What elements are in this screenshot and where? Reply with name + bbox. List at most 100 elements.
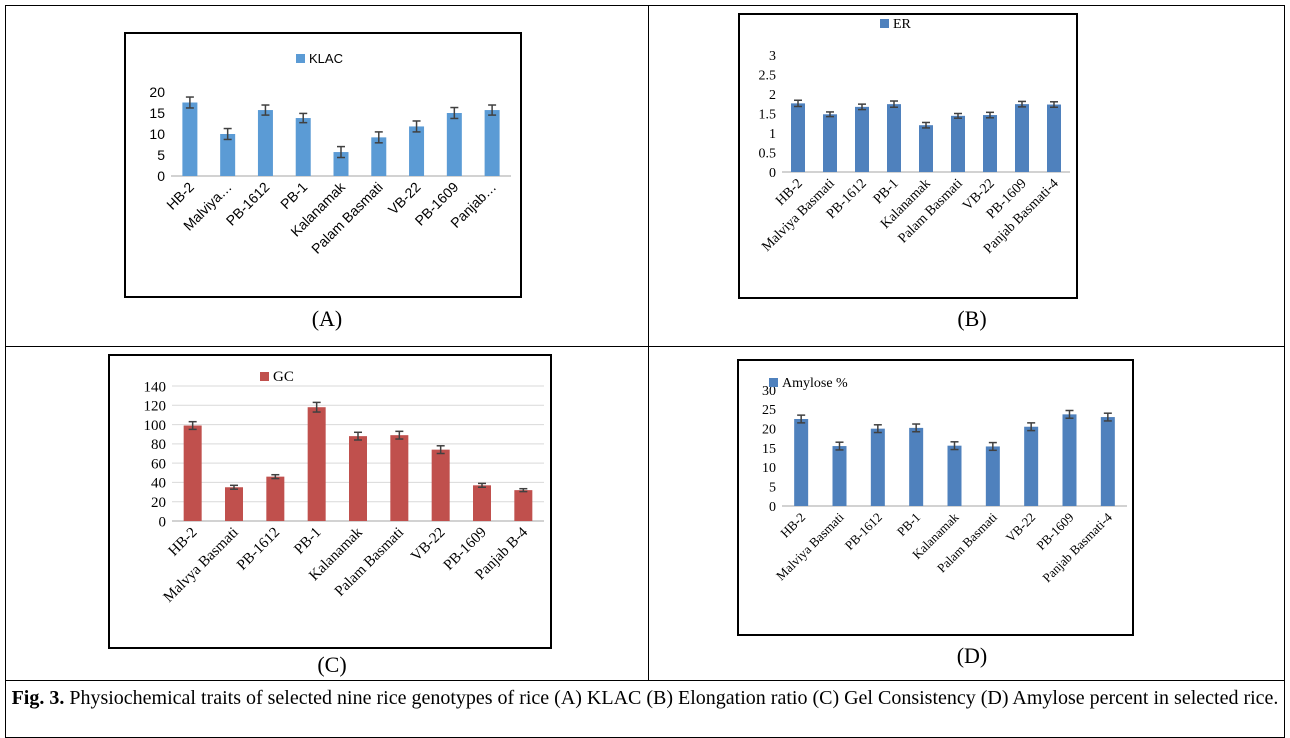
x-tick-label: PB-1612: [842, 510, 885, 553]
vertical-divider: [648, 5, 649, 681]
error-bar: [312, 401, 321, 413]
y-tick-label: 0: [157, 168, 165, 184]
y-tick-label: 5: [769, 481, 776, 496]
legend: KLAC: [296, 51, 343, 66]
bar: [220, 134, 236, 176]
y-tick-label: 15: [762, 442, 776, 457]
error-bar: [488, 104, 497, 116]
legend-label: GC: [273, 369, 294, 385]
bar: [295, 118, 311, 176]
x-tick-label: PB-1612: [234, 525, 283, 574]
y-tick-label: 2.5: [759, 68, 777, 83]
x-tick-label: HB-2: [166, 525, 201, 560]
y-tick-label: 100: [144, 418, 167, 434]
error-bar: [450, 106, 459, 120]
error-bar: [1103, 412, 1112, 422]
figure-caption: Fig. 3. Physiochemical traits of selecte…: [10, 686, 1280, 710]
error-bar: [299, 112, 308, 124]
chart-b-box: 0 0.5 1 1.5 2 2.5 3 HB-2 Malviya Basmati PB-1612 P…: [738, 13, 1078, 299]
y-tick-label: 0: [769, 166, 776, 181]
caption-divider: [5, 680, 1285, 681]
x-tick-label: PB-1: [277, 179, 310, 212]
bar: [431, 449, 450, 521]
legend-label: KLAC: [309, 51, 343, 66]
error-bar: [826, 111, 834, 118]
bar: [1047, 104, 1061, 172]
error-bar: [271, 473, 280, 480]
x-tick-label: VB-22: [1003, 510, 1039, 546]
error-bar: [950, 441, 959, 451]
legend-swatch: [296, 54, 305, 63]
bar: [225, 487, 243, 521]
error-bar: [230, 484, 238, 490]
error-bar: [986, 111, 994, 119]
y-tick-label: 5: [157, 147, 165, 163]
bar: [183, 425, 202, 521]
y-tick-label: 30: [762, 384, 776, 399]
error-bar: [890, 100, 898, 109]
legend-label: Amylose %: [782, 376, 848, 391]
caption-text: Physiochemical traits of selected nine r…: [64, 687, 1279, 709]
error-bar: [794, 99, 802, 108]
error-bar: [1065, 409, 1074, 419]
legend: ER: [880, 17, 912, 32]
y-tick-label: 20: [151, 495, 166, 511]
error-bar: [954, 112, 962, 119]
error-bar: [1018, 100, 1026, 108]
chart-a-box: 0 5 10 15 20 HB-2 Malviya… PB-1612 PB-1 Kalanamak…: [124, 32, 522, 298]
bar: [794, 419, 809, 506]
bar: [390, 435, 409, 521]
bar: [484, 110, 500, 176]
bar: [909, 427, 924, 506]
bar: [473, 485, 491, 521]
y-tick-label: 120: [144, 399, 167, 415]
y-tick-label: 3: [769, 49, 776, 64]
x-tick-label: HB-2: [163, 179, 197, 213]
bar: [1062, 414, 1077, 506]
legend-label: ER: [893, 17, 912, 32]
y-tick-label: 2: [769, 88, 776, 103]
y-tick-label: 20: [762, 423, 776, 438]
bar: [947, 445, 962, 506]
bar: [951, 115, 965, 172]
y-tick-label: 0.5: [759, 146, 777, 161]
bar: [514, 490, 533, 521]
error-bar: [1027, 422, 1036, 432]
error-bar: [412, 120, 421, 133]
error-bar: [519, 487, 528, 493]
bar: [823, 114, 837, 172]
bar: [266, 476, 285, 521]
error-bar: [395, 430, 404, 440]
error-bar: [223, 127, 232, 141]
y-tick-label: 0: [769, 500, 776, 515]
error-bar: [922, 121, 930, 129]
legend: GC: [260, 369, 294, 385]
y-tick-label: 1: [769, 127, 776, 142]
panel-label-c: (C): [317, 652, 347, 677]
error-bar: [797, 414, 806, 424]
error-bar: [261, 104, 270, 116]
x-tick-label: PB-1: [291, 525, 324, 558]
bar: [1015, 104, 1029, 172]
error-bar: [858, 103, 866, 111]
error-bar: [478, 482, 486, 488]
error-bar: [912, 423, 921, 433]
bar: [446, 113, 462, 176]
legend-swatch: [769, 378, 778, 387]
bar: [409, 126, 425, 176]
bar: [371, 137, 387, 176]
x-tick-label: VB-22: [408, 525, 448, 565]
bar: [349, 436, 367, 521]
caption-prefix: Fig. 3.: [11, 687, 65, 709]
legend: Amylose %: [769, 376, 848, 391]
error-bar: [374, 131, 383, 144]
legend-swatch: [880, 19, 889, 28]
y-tick-label: 10: [149, 126, 165, 142]
x-tick-label: PB-1: [894, 510, 924, 540]
error-bar: [835, 441, 844, 451]
y-tick-label: 60: [151, 456, 166, 472]
bar: [887, 104, 901, 172]
